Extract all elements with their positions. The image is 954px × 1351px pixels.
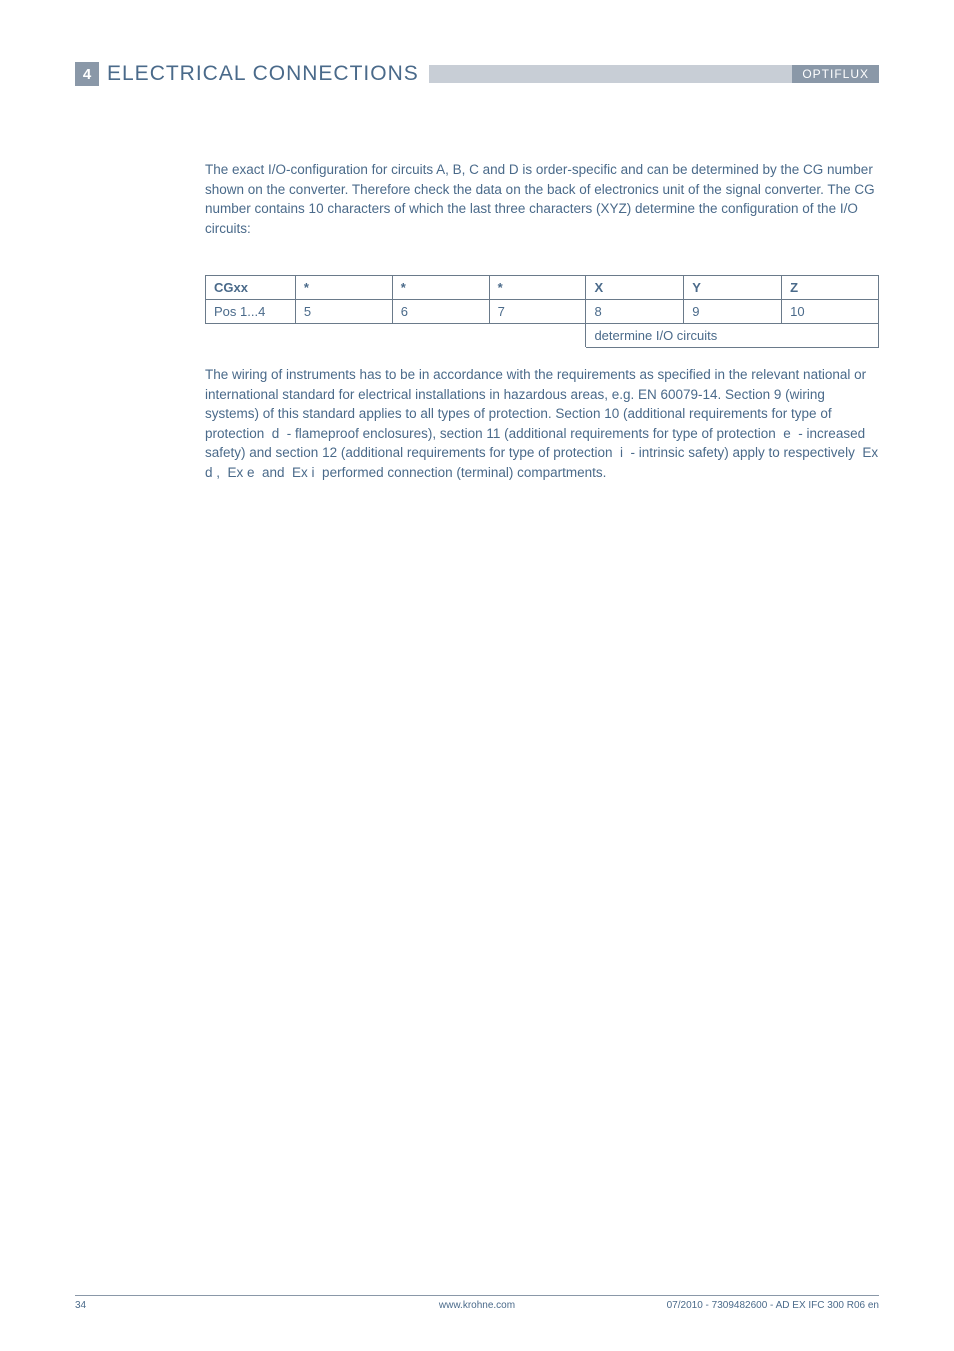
table-row: determine I/O circuits [206,324,879,348]
footer-url: www.krohne.com [439,1300,515,1311]
section-title: ELECTRICAL CONNECTIONS [107,62,419,86]
footer-docref: 07/2010 - 7309482600 - AD EX IFC 300 R06… [667,1300,879,1311]
brand-label: OPTIFLUX [802,67,869,81]
section-number: 4 [83,66,91,83]
table-cell: 9 [684,300,782,324]
table-merge-cell: determine I/O circuits [586,324,879,348]
wiring-paragraph: The wiring of instruments has to be in a… [205,365,879,482]
table-cell: Y [684,276,782,300]
intro-paragraph: The exact I/O-configuration for circuits… [205,160,879,238]
cg-config-table: CGxx * * * X Y Z Pos 1...4 5 6 7 8 9 10 … [205,275,879,348]
page-header: 4 ELECTRICAL CONNECTIONS OPTIFLUX [75,60,879,88]
page-number: 34 [75,1300,86,1311]
table-cell: * [392,276,489,300]
table-cell: 6 [392,300,489,324]
table-cell: X [586,276,684,300]
table-cell: 7 [489,300,586,324]
table-cell: Z [782,276,879,300]
table-cell: 8 [586,300,684,324]
table-row: CGxx * * * X Y Z [206,276,879,300]
page-footer: 34 www.krohne.com 07/2010 - 7309482600 -… [75,1295,879,1311]
table-cell: 5 [295,300,392,324]
section-number-box: 4 [75,62,99,86]
table-cell: CGxx [206,276,296,300]
table-cell: Pos 1...4 [206,300,296,324]
table-row: Pos 1...4 5 6 7 8 9 10 [206,300,879,324]
table-empty-cell [206,324,586,348]
brand-box: OPTIFLUX [792,65,879,83]
header-rule [429,65,793,83]
table-cell: * [489,276,586,300]
table-cell: 10 [782,300,879,324]
table-cell: * [295,276,392,300]
